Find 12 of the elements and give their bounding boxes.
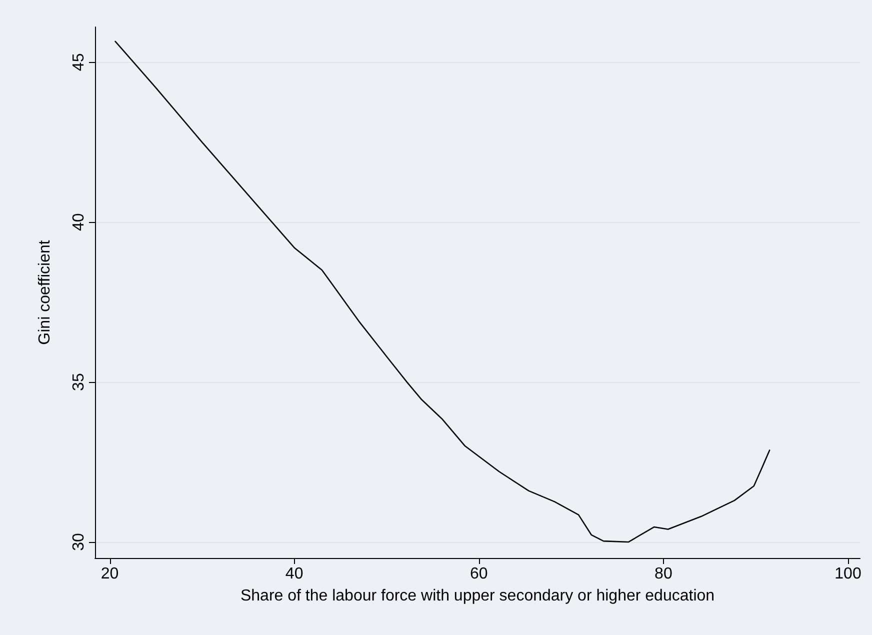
x-tick-label: 40 — [285, 566, 304, 582]
line-series — [114, 40, 770, 543]
y-tick-label: 45 — [70, 53, 88, 72]
x-tick-label: 80 — [654, 566, 672, 582]
x-tick-label: 20 — [100, 566, 119, 582]
x-axis-title: Share of the labour force with upper secondary or higher education — [240, 588, 715, 604]
x-tick-label: 60 — [470, 566, 488, 582]
x-tick-label: 100 — [834, 566, 862, 582]
y-tick-label: 40 — [70, 213, 88, 232]
y-tick-label: 35 — [70, 373, 88, 391]
y-tick-label: 30 — [70, 533, 88, 551]
y-axis-title: Gini coefficient — [36, 240, 54, 345]
